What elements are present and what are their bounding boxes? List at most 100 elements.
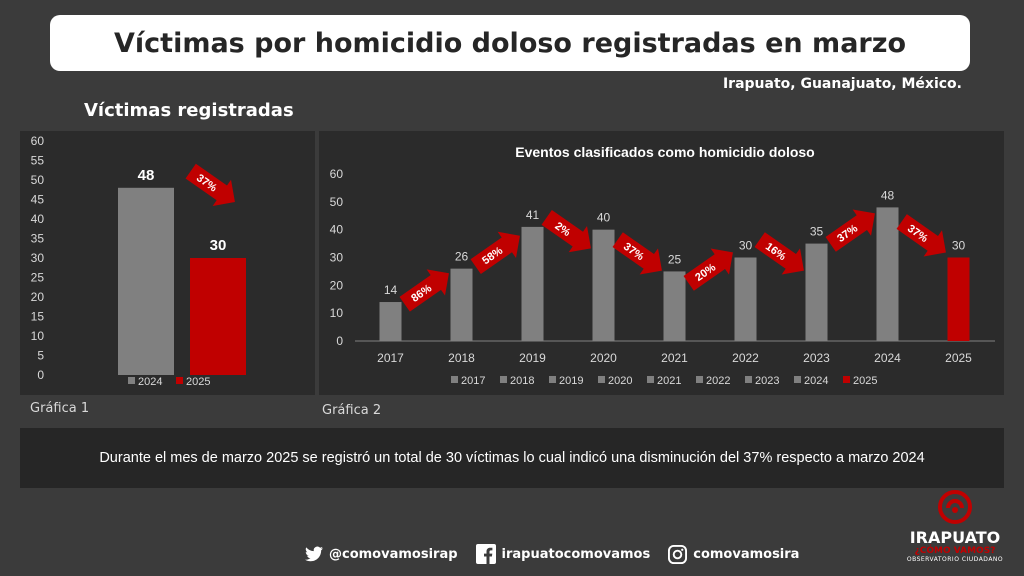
chart2-legend-label: 2021 xyxy=(657,375,681,387)
chart1-ytick-label: 0 xyxy=(37,368,44,382)
chart1-legend-swatch xyxy=(176,377,183,384)
chart2-xtick-label: 2022 xyxy=(732,351,759,365)
chart1-ytick-label: 45 xyxy=(31,193,45,207)
chart2-change-arrow: 58% xyxy=(470,231,520,275)
chart2-legend-swatch xyxy=(598,376,605,383)
chart2-ytick-label: 0 xyxy=(336,334,343,348)
chart1-data-label: 48 xyxy=(138,167,155,184)
chart2-change-arrow: 37% xyxy=(896,214,946,257)
location-label: Irapuato, Guanajuato, México. xyxy=(722,76,962,92)
facebook-icon xyxy=(475,544,496,564)
chart1-heading: Víctimas registradas xyxy=(84,100,294,121)
chart2-change-arrow: 37% xyxy=(612,232,662,275)
chart2-data-label: 30 xyxy=(739,239,753,253)
observatorio-logo: IRAPUATO ¿CÓMO VAMOS? OBSERVATORIO CIUDA… xyxy=(905,490,1005,570)
chart2-change-arrow: 2% xyxy=(541,209,591,253)
instagram-link[interactable]: comovamosira xyxy=(668,544,800,564)
logo-mark-icon xyxy=(938,490,972,524)
chart1-ytick-label: 55 xyxy=(31,154,45,168)
chart2-legend-swatch xyxy=(745,376,752,383)
chart2-legend-label: 2019 xyxy=(559,375,583,387)
twitter-handle: @comovamosirap xyxy=(329,546,458,562)
chart2-data-label: 26 xyxy=(455,250,469,264)
chart2-panel: Eventos clasificados como homicidio dolo… xyxy=(319,131,1004,395)
chart2-change-arrow: 16% xyxy=(754,232,804,275)
chart2-legend-swatch xyxy=(451,376,458,383)
chart1-ytick-label: 20 xyxy=(31,290,45,304)
chart1-caption: Gráfica 1 xyxy=(30,401,90,416)
chart1-ytick-label: 60 xyxy=(31,134,45,148)
chart2-ytick-label: 30 xyxy=(330,251,344,265)
chart2-bar xyxy=(805,243,828,341)
chart2-bar xyxy=(947,257,970,341)
chart1-change-arrow-shape xyxy=(185,163,235,206)
chart2-legend-swatch xyxy=(843,376,850,383)
chart2-xtick-label: 2025 xyxy=(945,351,972,365)
chart2-change-arrow-shape xyxy=(683,248,733,291)
chart2-change-arrow: 20% xyxy=(683,248,733,291)
summary-text: Durante el mes de marzo 2025 se registró… xyxy=(99,450,925,466)
chart2-legend-swatch xyxy=(647,376,654,383)
chart2-legend-label: 2025 xyxy=(853,375,877,387)
chart2-bar xyxy=(592,229,615,341)
chart1-bar xyxy=(118,187,174,375)
chart2-data-label: 35 xyxy=(810,225,824,239)
chart1-ytick-label: 35 xyxy=(31,232,45,246)
summary-box: Durante el mes de marzo 2025 se registró… xyxy=(20,428,1004,488)
chart2-bar xyxy=(663,271,686,341)
chart1-legend-label: 2024 xyxy=(138,376,162,388)
chart2-xtick-label: 2024 xyxy=(874,351,901,365)
chart2-ytick-label: 60 xyxy=(330,167,344,181)
chart2-ytick-label: 40 xyxy=(330,223,344,237)
chart2-legend-label: 2020 xyxy=(608,375,632,387)
instagram-handle: comovamosira xyxy=(693,546,800,562)
facebook-link[interactable]: irapuatocomovamos xyxy=(475,544,651,564)
chart1-legend-label: 2025 xyxy=(186,376,210,388)
instagram-icon xyxy=(668,544,688,564)
title-banner: Víctimas por homicidio doloso registrada… xyxy=(50,15,970,71)
chart2-legend-label: 2022 xyxy=(706,375,730,387)
chart2-xtick-label: 2019 xyxy=(519,351,546,365)
chart1-ytick-label: 5 xyxy=(37,349,44,363)
chart2-ytick-label: 50 xyxy=(330,195,344,209)
chart2-data-label: 40 xyxy=(597,211,611,225)
chart2-caption: Gráfica 2 xyxy=(322,403,382,418)
chart2-data-label: 25 xyxy=(668,252,682,266)
page-title: Víctimas por homicidio doloso registrada… xyxy=(114,27,906,59)
social-footer: @comovamosirap irapuatocomovamos comovam… xyxy=(305,540,809,568)
chart2-change-arrow: 37% xyxy=(825,209,875,252)
chart2-data-label: 30 xyxy=(952,239,966,253)
chart2-data-label: 14 xyxy=(384,283,398,297)
chart2-bar xyxy=(876,207,899,341)
chart2-data-label: 41 xyxy=(526,208,540,222)
logo-tagline: ¿CÓMO VAMOS? xyxy=(914,546,996,556)
chart1-legend-swatch xyxy=(128,377,135,384)
chart2-bar xyxy=(379,302,402,341)
chart2-legend-swatch xyxy=(696,376,703,383)
logo-name: IRAPUATO xyxy=(909,528,1001,547)
chart2-xtick-label: 2018 xyxy=(448,351,475,365)
chart2-bar xyxy=(734,257,757,341)
chart2-legend-swatch xyxy=(549,376,556,383)
chart2-change-arrow-shape xyxy=(896,214,946,257)
chart2-legend-swatch xyxy=(500,376,507,383)
chart2-legend-label: 2017 xyxy=(461,375,485,387)
chart2-legend-swatch xyxy=(794,376,801,383)
chart1-ytick-label: 40 xyxy=(31,212,45,226)
chart2-change-arrow-shape xyxy=(541,209,591,253)
chart1-ytick-label: 15 xyxy=(31,310,45,324)
logo-subtitle: OBSERVATORIO CIUDADANO xyxy=(906,556,1004,563)
chart1-bar xyxy=(190,258,246,375)
chart2-ytick-label: 20 xyxy=(330,278,344,292)
chart2-xtick-label: 2020 xyxy=(590,351,617,365)
chart1-ytick-label: 10 xyxy=(31,329,45,343)
chart2-bar xyxy=(521,226,544,341)
chart2-change-arrow-shape xyxy=(612,232,662,275)
chart2-change-arrow-shape xyxy=(470,231,520,275)
chart1-ytick-label: 30 xyxy=(31,251,45,265)
twitter-link[interactable]: @comovamosirap xyxy=(305,546,458,562)
facebook-handle: irapuatocomovamos xyxy=(501,546,651,562)
chart2-title: Eventos clasificados como homicidio dolo… xyxy=(515,144,815,160)
chart1-data-label: 30 xyxy=(210,237,227,254)
